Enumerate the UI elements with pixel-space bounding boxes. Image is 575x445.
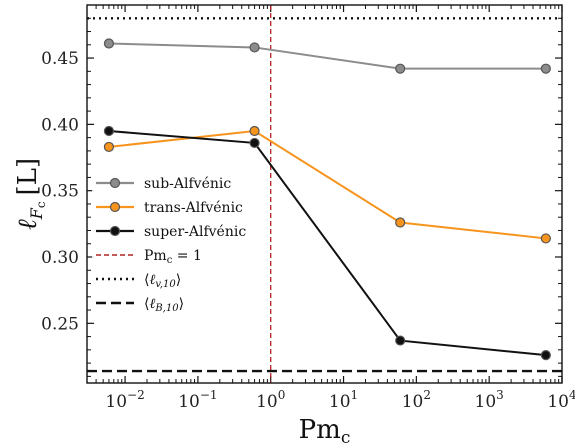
- x-tick-label: 10−1: [178, 388, 217, 412]
- legend-box: [92, 169, 252, 321]
- legend-ref-var: ℓ: [149, 296, 155, 312]
- series-line-2: [108, 130, 546, 357]
- plot-frame: [86, 4, 563, 384]
- legend-ref-close: ⟩: [179, 296, 184, 312]
- x-tick-label-base: 10: [402, 392, 424, 412]
- legend-ref-sub: v,10: [155, 279, 176, 290]
- data-point: [395, 217, 406, 228]
- x-tick-label-base: 10: [329, 392, 351, 412]
- data-point: [249, 137, 260, 149]
- y-axis-label-subsub: c: [34, 201, 48, 208]
- legend-series-marker: [109, 201, 121, 213]
- data-point: [249, 125, 260, 137]
- x-tick-label: 100: [256, 388, 285, 412]
- tick-labels: 10−2 10−1 100 101 102 103 1040.250.300.350.400…: [41, 49, 575, 412]
- legend-ref-open: ⟨: [144, 296, 149, 312]
- x-tick-label-exponent: 2: [423, 388, 431, 402]
- legend-ref-text: ⟨ℓv,10⟩: [144, 272, 181, 290]
- x-axis-label: Pmc: [299, 415, 351, 445]
- x-tick-label: 102: [402, 388, 431, 412]
- x-tick-label: 101: [329, 388, 358, 412]
- data-point: [249, 42, 260, 53]
- x-tick-label-base: 10: [547, 392, 569, 412]
- legend-ref-lhs: Pm: [144, 248, 167, 264]
- series-line-1: [108, 129, 546, 240]
- legend-ref-close: ⟩: [176, 272, 181, 288]
- legend-ref-sub: B,10: [154, 303, 179, 314]
- legend-series-marker: [109, 177, 121, 189]
- data-point: [540, 350, 551, 361]
- reference-lines: [87, 5, 562, 383]
- legend: sub-Alfvénic trans-Alfvénic super-Alfvénic…: [92, 169, 252, 321]
- legend-series-marker: [109, 225, 121, 237]
- legend-series-text: super-Alfvénic: [144, 224, 246, 240]
- legend-ref-open: ⟨: [144, 272, 149, 288]
- x-tick-label: 103: [475, 388, 504, 412]
- x-axis-label-main: Pm: [299, 415, 341, 445]
- series-layer: [103, 38, 551, 361]
- y-tick-label: 0.45: [41, 49, 79, 69]
- data-point: [103, 38, 115, 49]
- series-line-0: [108, 42, 546, 70]
- x-tick-label-exponent: 4: [569, 388, 575, 402]
- y-axis-label-unit: [L]: [13, 158, 43, 196]
- legend-ref-var: ℓ: [149, 272, 155, 288]
- data-point: [103, 141, 115, 153]
- x-tick-label-exponent: 0: [278, 388, 286, 402]
- x-tick-label-exponent: 1: [351, 388, 359, 402]
- x-axis-label-sub: c: [341, 428, 351, 445]
- x-tick-label-base: 10: [475, 392, 497, 412]
- y-axis-label: ℓFc [L]: [13, 158, 48, 230]
- legend-series-label: super-Alfvénic: [144, 224, 246, 240]
- data-point: [540, 63, 551, 74]
- y-tick-label: 0.40: [41, 115, 79, 135]
- x-tick-label-base: 10: [105, 392, 127, 412]
- x-tick-label-base: 10: [178, 392, 200, 412]
- y-tick-label: 0.35: [41, 182, 79, 202]
- y-axis-label-sub: F: [27, 207, 46, 220]
- legend-ref-text: Pmc = 1: [144, 248, 202, 266]
- data-point: [540, 233, 551, 244]
- legend-ref-rhs: = 1: [172, 248, 202, 264]
- x-tick-label: 10−2: [105, 388, 144, 412]
- legend-series-label: sub-Alfvénic: [144, 176, 231, 192]
- legend-ref-text: ⟨ℓB,10⟩: [144, 296, 184, 314]
- legend-ref-sub: c: [167, 255, 173, 266]
- y-tick-label: 0.30: [41, 248, 79, 268]
- x-tick-label-exponent: 3: [496, 388, 504, 402]
- data-point: [395, 335, 406, 346]
- legend-series-label: trans-Alfvénic: [144, 200, 243, 216]
- x-tick-label-exponent: −1: [200, 388, 218, 402]
- data-point: [395, 63, 406, 74]
- x-tick-label-base: 10: [256, 392, 278, 412]
- data-point: [103, 125, 115, 137]
- x-tick-label: 104: [547, 388, 575, 412]
- y-axis-label-var: ℓ: [13, 219, 43, 230]
- legend-series-text: sub-Alfvénic: [144, 176, 231, 192]
- y-tick-label: 0.25: [41, 314, 79, 334]
- x-tick-label-exponent: −2: [127, 388, 145, 402]
- legend-series-text: trans-Alfvénic: [144, 200, 243, 216]
